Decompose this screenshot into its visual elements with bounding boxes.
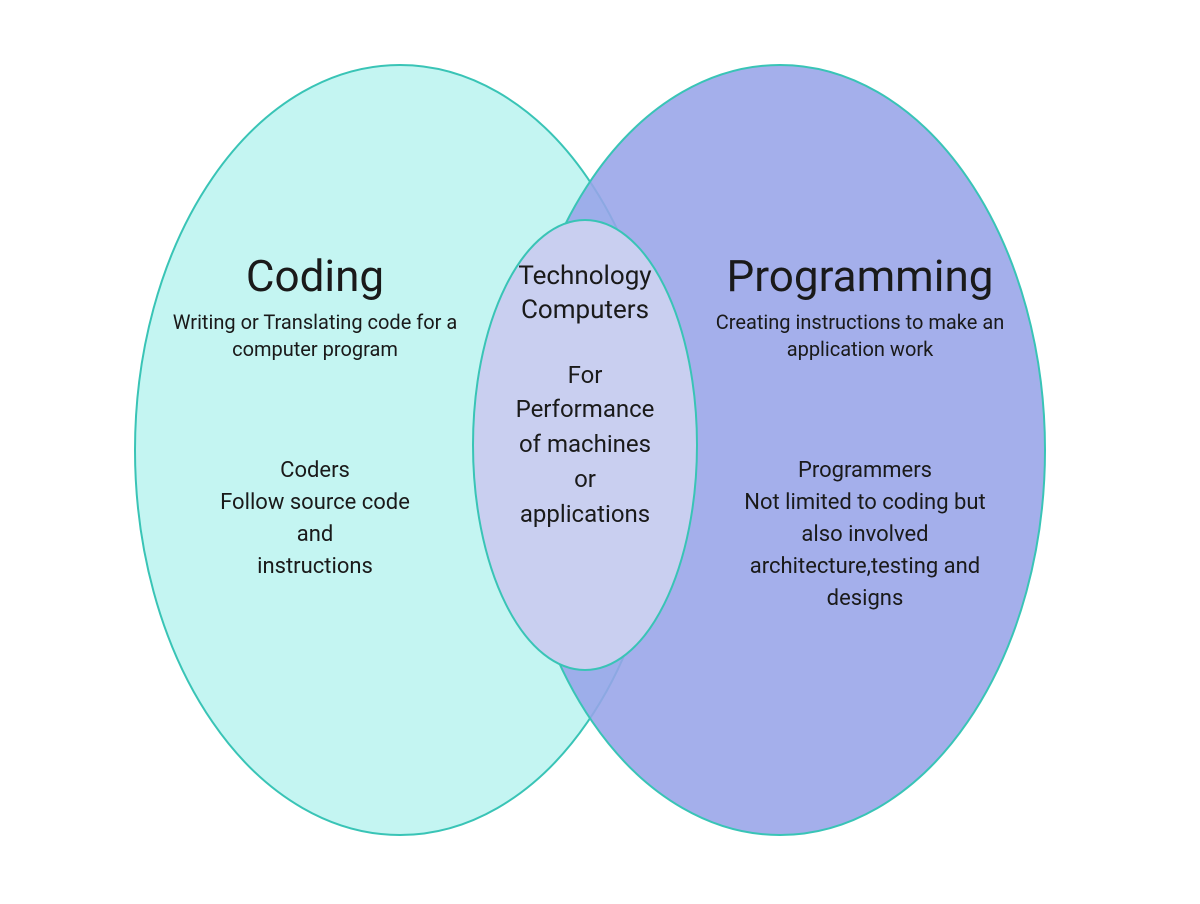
middle-block: Technology Computers For Performance of …	[500, 260, 670, 532]
left-body-line2: and	[190, 519, 440, 551]
venn-diagram: Coding Writing or Translating code for a…	[0, 0, 1200, 900]
middle-title-line1: Technology	[500, 260, 670, 294]
right-body-heading: Programmers	[720, 455, 1010, 487]
middle-body-line4: or	[500, 462, 670, 497]
right-body-block: Programmers Not limited to coding but al…	[720, 455, 1010, 614]
left-title-block: Coding Writing or Translating code for a…	[170, 250, 460, 363]
left-body-line3: instructions	[190, 551, 440, 583]
middle-body: For Performance of machines or applicati…	[500, 358, 670, 532]
right-subtitle: Creating instructions to make an applica…	[700, 309, 1020, 363]
right-title: Programming	[700, 250, 1020, 303]
right-title-block: Programming Creating instructions to mak…	[700, 250, 1020, 363]
right-body-line1: Not limited to coding but	[720, 487, 1010, 519]
left-body-line1: Follow source code	[190, 487, 440, 519]
left-subtitle: Writing or Translating code for a comput…	[170, 309, 460, 363]
left-body-heading: Coders	[190, 455, 440, 487]
right-body-line3: architecture,testing and	[720, 551, 1010, 583]
middle-title-line2: Computers	[500, 294, 670, 328]
left-title: Coding	[170, 250, 460, 303]
middle-body-line2: Performance	[500, 392, 670, 427]
left-body-block: Coders Follow source code and instructio…	[190, 455, 440, 583]
right-body-line2: also involved	[720, 519, 1010, 551]
middle-body-line5: applications	[500, 497, 670, 532]
middle-body-line3: of machines	[500, 427, 670, 462]
right-body-line4: designs	[720, 583, 1010, 615]
middle-body-line1: For	[500, 358, 670, 393]
